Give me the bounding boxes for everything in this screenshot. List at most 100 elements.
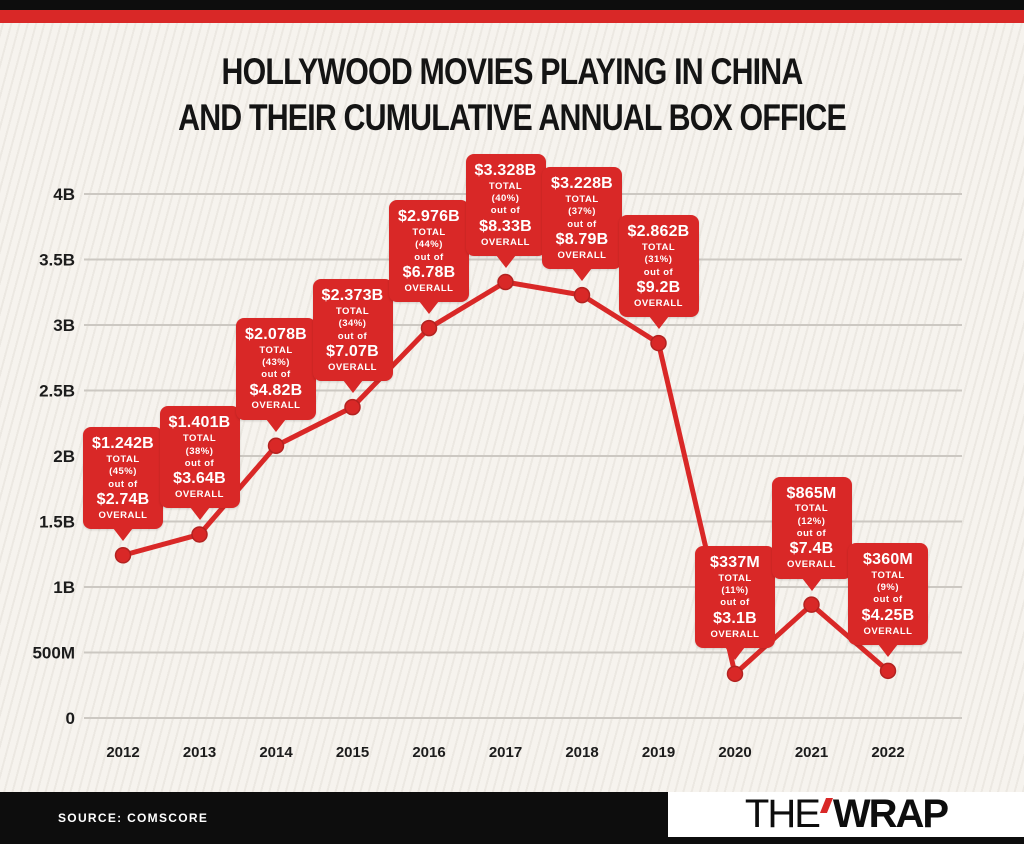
callout-percent: (31%) — [644, 254, 673, 266]
callout-percent: (38%) — [185, 445, 214, 457]
callout-out-of-word: out of — [490, 205, 521, 217]
callout-percent: (43%) — [262, 356, 290, 368]
logo-text-wrap: WRAP — [832, 792, 949, 836]
chart-title-line1: HOLLYWOOD MOVIES PLAYING IN CHINA — [221, 51, 804, 92]
callout-overall-value: $7.4B — [789, 540, 834, 558]
y-axis-label: 2B — [53, 447, 75, 466]
callout-total-value: $3.328B — [474, 161, 537, 179]
data-point-2020 — [726, 665, 744, 683]
callout-2012: $1.242B TOTAL (45%) out of $2.74B OVERALL — [83, 427, 163, 542]
y-axis-label: 1.5B — [39, 513, 75, 532]
callout-total-value: $360M — [863, 550, 913, 568]
x-axis-label: 2022 — [871, 744, 904, 761]
callout-2022: $360M TOTAL (9%) out of $4.25B OVERALL — [848, 542, 928, 657]
data-point-2017 — [497, 273, 514, 291]
footer-bar: SOURCE: COMSCORE THE WRAP — [0, 792, 1024, 844]
callout-overall-value: $8.79B — [555, 230, 609, 248]
callout-percent: (34%) — [338, 318, 367, 330]
callout-out-of-word: out of — [184, 457, 215, 469]
x-axis-label: 2016 — [412, 744, 445, 761]
x-axis-label: 2018 — [565, 744, 598, 761]
x-axis-label: 2021 — [795, 744, 828, 761]
callout-total-value: $1.401B — [168, 414, 231, 432]
y-axis-label: 2.5B — [39, 382, 75, 401]
callout-layer: $1.242B TOTAL (45%) out of $2.74B OVERALL $1.4… — [0, 153, 1024, 783]
callout-overall-value: $2.74B — [96, 491, 150, 509]
data-point-2015 — [344, 398, 361, 416]
callout-out-of-word: out of — [108, 478, 138, 490]
callout-2014: $2.078B TOTAL (43%) out of $4.82B OVERALL — [236, 317, 316, 432]
data-point-2012 — [114, 547, 132, 564]
y-axis-label: 1B — [53, 578, 75, 597]
callout-2019: $2.862B TOTAL (31%) out of $9.2B OVERALL — [618, 214, 699, 330]
callout-total-word: TOTAL — [106, 454, 140, 466]
callout-total-word: TOTAL — [794, 503, 829, 515]
callout-2015: $2.373B TOTAL (34%) out of $7.07B OVERALL — [312, 279, 393, 394]
line-chart: 4B 3.5B 3B 2.5B 2B 1.5B 1B 500M 0 2012 2013 2014 201… — [0, 153, 1024, 783]
line-chart-svg: 4B 3.5B 3B 2.5B 2B 1.5B 1B 500M 0 2012 2013 2014 201… — [32, 185, 962, 761]
y-axis-label: 4B — [53, 185, 75, 204]
callout-overall-word: OVERALL — [787, 559, 836, 571]
callout-overall-value: $9.2B — [636, 278, 681, 296]
callout-total-value: $2.373B — [321, 287, 384, 305]
callout-overall-value: $3.64B — [173, 470, 226, 488]
data-point-2018 — [573, 286, 591, 304]
y-axis-label: 3.5B — [39, 251, 75, 270]
top-black-bar — [0, 0, 1024, 10]
callout-overall-value: $4.25B — [861, 606, 915, 624]
callout-overall-word: OVERALL — [328, 361, 377, 373]
thewrap-logo: THE WRAP — [745, 792, 949, 837]
callout-2017: $3.328B TOTAL (40%) out of $8.33B OVERALL — [465, 153, 546, 269]
y-axis-label: 500M — [32, 644, 75, 663]
callout-total-value: $1.242B — [92, 435, 154, 453]
callout-2018: $3.228B TOTAL (37%) out of $8.79B OVERALL — [542, 167, 622, 282]
x-axis-label: 2013 — [183, 744, 216, 761]
source-label: SOURCE: COMSCORE — [58, 811, 209, 825]
callout-total-word: TOTAL — [565, 193, 599, 205]
callout-total-word: TOTAL — [412, 226, 446, 238]
callout-percent: (9%) — [876, 581, 900, 593]
data-point-2014 — [267, 437, 285, 455]
callout-total-value: $3.228B — [551, 175, 613, 193]
callout-total-word: TOTAL — [718, 572, 752, 584]
callout-overall-word: OVERALL — [634, 297, 683, 309]
top-red-bar — [0, 10, 1024, 23]
callout-total-word: TOTAL — [335, 305, 370, 317]
callout-out-of-word: out of — [643, 266, 674, 278]
logo-accent-mark-icon — [819, 798, 833, 813]
callout-overall-value: $3.1B — [713, 609, 757, 627]
data-point-2021 — [803, 596, 820, 613]
callout-total-word: TOTAL — [641, 241, 676, 253]
callout-total-word: TOTAL — [488, 180, 523, 192]
chart-title: HOLLYWOOD MOVIES PLAYING IN CHINA AND TH… — [0, 23, 1024, 141]
callout-percent: (12%) — [797, 515, 826, 527]
x-axis-label: 2017 — [489, 744, 522, 761]
x-axis-label: 2019 — [642, 744, 675, 761]
chart-title-line2: AND THEIR CUMULATIVE ANNUAL BOX OFFICE — [178, 97, 847, 138]
data-point-2022 — [879, 662, 897, 680]
callout-percent: (40%) — [491, 193, 520, 205]
callout-overall-value: $4.82B — [249, 381, 303, 399]
callout-percent: (45%) — [109, 466, 137, 478]
callout-overall-word: OVERALL — [98, 509, 148, 521]
callout-overall-word: OVERALL — [710, 628, 760, 640]
callout-total-value: $2.862B — [627, 222, 690, 240]
callout-overall-word: OVERALL — [481, 236, 530, 248]
data-point-2016 — [420, 319, 438, 337]
x-axis-label: 2012 — [106, 744, 139, 761]
callout-overall-word: OVERALL — [251, 400, 301, 412]
callout-total-word: TOTAL — [259, 344, 293, 356]
callout-out-of-word: out of — [796, 528, 827, 540]
callout-overall-value: $6.78B — [402, 263, 456, 281]
data-point-2013 — [191, 526, 208, 543]
callout-total-word: TOTAL — [182, 433, 217, 445]
callout-overall-word: OVERALL — [863, 625, 913, 637]
callout-total-value: $2.976B — [398, 208, 460, 226]
callout-2020: $337M TOTAL (11%) out of $3.1B OVERALL — [695, 545, 775, 660]
thewrap-logo-panel: THE WRAP — [668, 792, 1024, 837]
callout-out-of-word: out of — [261, 369, 291, 381]
callout-out-of-word: out of — [720, 597, 750, 609]
callout-overall-value: $8.33B — [479, 217, 532, 235]
callout-total-value: $2.078B — [245, 325, 307, 343]
x-axis-label: 2015 — [336, 744, 369, 761]
